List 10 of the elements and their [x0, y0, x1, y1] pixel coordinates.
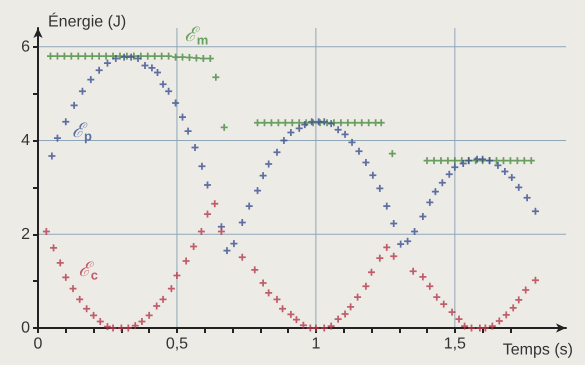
y-tick-label: 4: [21, 132, 30, 149]
x-tick-label: 0,5: [166, 336, 188, 352]
y-tick-label: 0: [21, 320, 30, 336]
x-tick-label: 1,5: [444, 336, 466, 352]
x-tick-label: 0: [34, 336, 43, 352]
x-axis-title: Temps (s): [502, 342, 574, 358]
y-tick-label: 6: [21, 38, 30, 56]
y-tick-label: 2: [21, 226, 30, 243]
x-tick-label: 1: [311, 336, 320, 352]
y-axis-title: Énergie (J): [48, 12, 126, 30]
